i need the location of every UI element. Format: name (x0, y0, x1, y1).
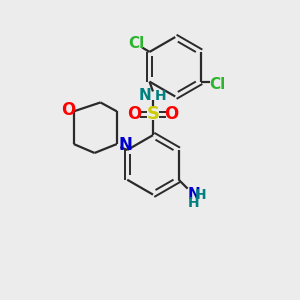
Text: N: N (118, 136, 132, 154)
Text: Cl: Cl (209, 77, 226, 92)
Text: H: H (195, 188, 207, 202)
Text: Cl: Cl (128, 35, 144, 50)
Text: O: O (61, 101, 75, 119)
Text: H: H (154, 89, 166, 103)
Text: N: N (138, 88, 151, 104)
Text: H: H (188, 196, 200, 210)
Text: O: O (164, 105, 178, 123)
Text: N: N (187, 187, 200, 202)
Text: S: S (146, 105, 160, 123)
Text: O: O (128, 105, 142, 123)
